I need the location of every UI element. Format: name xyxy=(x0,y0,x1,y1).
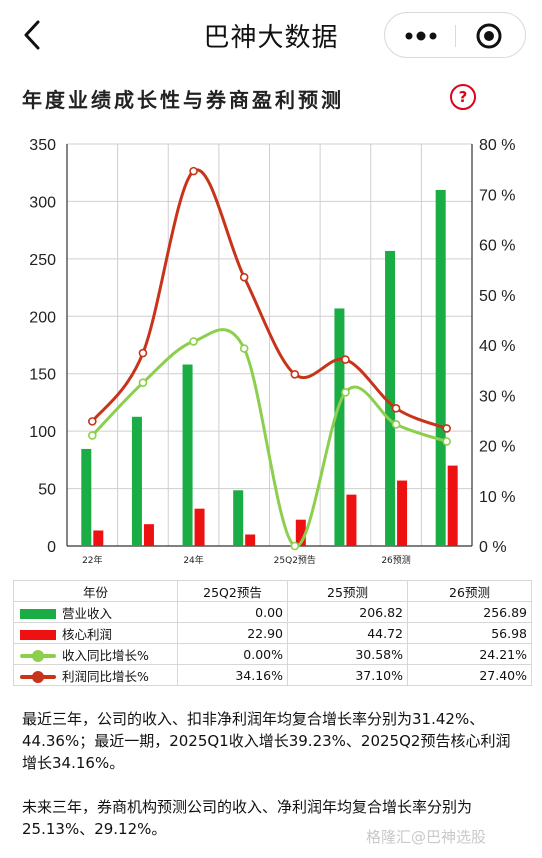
table-cell: 0.00% xyxy=(177,643,288,665)
table-cell: 22.90 xyxy=(177,622,288,644)
x-axis-tick-label: 26预测 xyxy=(381,555,410,566)
right-axis-tick-label: 50 % xyxy=(479,288,515,305)
revenue-bar xyxy=(334,308,345,546)
section-heading: 年度业绩成长性与券商盈利预测 xyxy=(22,88,344,112)
table-row: 营业收入 0.00 206.82 256.89 xyxy=(13,601,532,623)
capsule-divider xyxy=(455,25,456,47)
revenue-bar xyxy=(182,364,193,546)
profit-growth-point xyxy=(88,417,97,426)
left-axis-tick-label: 100 xyxy=(29,424,56,441)
profit-bar xyxy=(397,480,408,546)
revenue-growth-point xyxy=(341,388,350,397)
combo-chart: 0 50 100 150 200 250 300 350 0 % 10 % 20 % 30 % 40 %… xyxy=(29,137,515,566)
revenue-growth-point xyxy=(189,337,198,346)
right-axis-tick-label: 60 % xyxy=(479,238,515,255)
table-row: 利润同比增长% 34.16% 37.10% 27.40% xyxy=(13,664,532,686)
profit-bar xyxy=(93,530,104,546)
x-axis-tick-label: 22年 xyxy=(82,554,102,566)
legend-revenue-swatch xyxy=(20,609,56,619)
page-title: 巴神大数据 xyxy=(203,23,339,53)
profit-bar xyxy=(295,519,306,546)
top-nav-bar: 巴神大数据 xyxy=(0,0,542,70)
revenue-bar xyxy=(81,448,92,546)
table-row: 核心利润 22.90 44.72 56.98 xyxy=(13,622,532,644)
revenue-growth-point xyxy=(290,541,300,551)
table-cell: 27.40% xyxy=(407,664,532,686)
summary-paragraph-forecast: 未来三年，券商机构预测公司的收入、净利润年均复合增长率分别为25.13%、29.… xyxy=(22,798,473,838)
table-header-cell: 年份 xyxy=(13,580,178,602)
right-axis-tick-label: 30 % xyxy=(479,388,515,405)
profit-bar xyxy=(245,534,256,546)
close-target-icon[interactable] xyxy=(475,22,503,50)
row-label: 核心利润 xyxy=(62,626,113,642)
summary-paragraph-history: 最近三年，公司的收入、扣非净利润年均复合增长率分别为31.42%、44.36%；… xyxy=(22,710,511,772)
right-axis-tick-label: 70 % xyxy=(479,187,515,204)
x-axis-tick-label: 25Q2预告 xyxy=(274,554,316,566)
table-cell: 24.21% xyxy=(407,643,532,665)
left-axis-tick-label: 350 xyxy=(29,137,56,154)
table-header-cell: 25预测 xyxy=(287,580,408,602)
revenue-growth-point xyxy=(442,437,451,446)
revenue-growth-point xyxy=(239,344,249,353)
left-axis-tick-label: 250 xyxy=(29,252,56,269)
legend-profit-growth-swatch xyxy=(20,671,56,683)
profit-growth-point xyxy=(341,355,350,364)
right-axis-tick-label: 40 % xyxy=(479,338,515,355)
revenue-growth-point xyxy=(88,431,97,440)
row-label: 营业收入 xyxy=(62,605,113,621)
table-cell: 44.72 xyxy=(287,622,408,644)
revenue-growth-point xyxy=(138,378,148,387)
revenue-bar xyxy=(435,189,446,546)
profit-growth-point xyxy=(239,272,249,282)
profit-bar xyxy=(447,465,458,546)
revenue-bar xyxy=(385,250,396,546)
left-axis-tick-label: 150 xyxy=(29,367,56,384)
left-axis-tick-label: 300 xyxy=(29,194,56,211)
revenue-bar xyxy=(131,416,142,546)
row-label: 利润同比增长% xyxy=(62,668,149,684)
table-cell: 37.10% xyxy=(287,664,408,686)
table-header-row: 年份 25Q2预告 25预测 26预测 xyxy=(13,580,532,602)
profit-growth-point xyxy=(138,348,148,358)
profit-growth-point xyxy=(391,404,401,413)
revenue-bar xyxy=(233,490,244,546)
table-cell: 34.16% xyxy=(177,664,288,686)
right-axis-tick-label: 10 % xyxy=(479,489,515,506)
profit-bar xyxy=(194,508,205,546)
left-axis-tick-label: 50 xyxy=(38,482,56,499)
right-axis-tick-label: 0 % xyxy=(479,539,507,556)
right-axis-tick-label: 80 % xyxy=(479,137,515,154)
profit-growth-point xyxy=(442,424,451,433)
left-axis-tick-label: 200 xyxy=(29,309,56,326)
table-row: 收入同比增长% 0.00% 30.58% 24.21% xyxy=(13,643,532,665)
table-cell: 256.89 xyxy=(407,601,532,623)
table-cell: 0.00 xyxy=(177,601,288,623)
table-cell: 206.82 xyxy=(287,601,408,623)
table-cell: 30.58% xyxy=(287,643,408,665)
help-icon[interactable]: ? xyxy=(450,84,476,110)
mini-program-capsule xyxy=(384,12,526,58)
more-dots-icon[interactable] xyxy=(403,29,439,43)
legend-profit-swatch xyxy=(20,630,56,640)
left-axis-tick-label: 0 xyxy=(47,539,56,556)
profit-bar xyxy=(346,494,357,546)
table-cell: 56.98 xyxy=(407,622,532,644)
revenue-growth-point xyxy=(391,420,401,429)
revenue-growth-line xyxy=(91,328,448,548)
legend-revenue-growth-swatch xyxy=(20,650,56,662)
profit-growth-point xyxy=(290,370,300,379)
data-table: 年份 25Q2预告 25预测 26预测 营业收入 0.00 206.82 256… xyxy=(13,580,532,686)
profit-bar xyxy=(143,524,154,546)
right-axis-tick-label: 20 % xyxy=(479,439,515,456)
row-label: 收入同比增长% xyxy=(62,647,149,663)
watermark: 格隆汇@巴神选股 xyxy=(366,828,487,846)
table-header-cell: 26预测 xyxy=(407,580,532,602)
table-header-cell: 25Q2预告 xyxy=(177,580,288,602)
x-axis-tick-label: 24年 xyxy=(183,554,203,566)
back-arrow-icon[interactable] xyxy=(18,18,48,52)
profit-growth-point xyxy=(189,166,198,176)
